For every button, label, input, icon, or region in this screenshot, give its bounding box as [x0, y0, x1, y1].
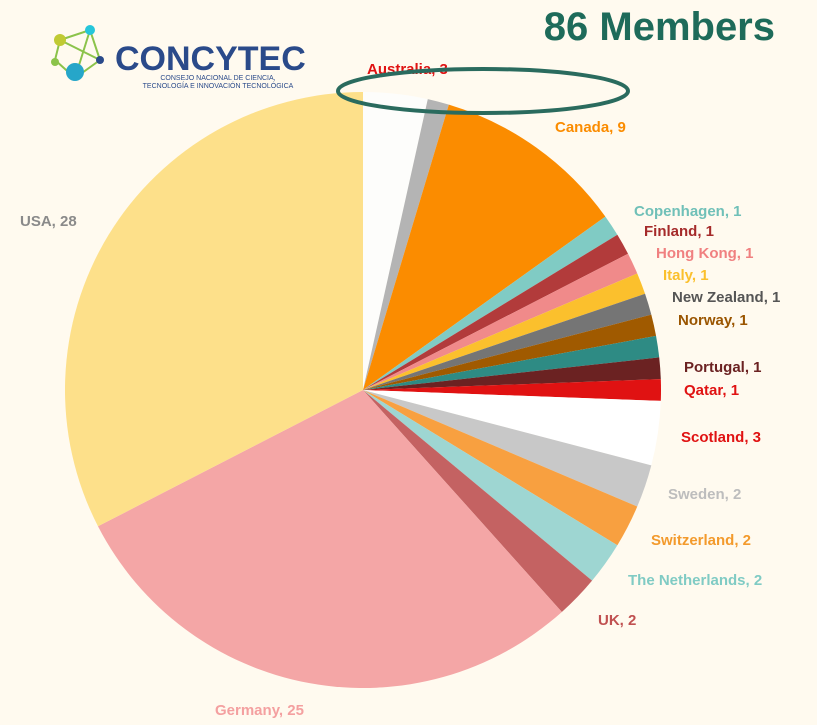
chart-title: 86 Members: [544, 5, 775, 49]
pie-slice: [363, 390, 638, 546]
logo-tagline: TECNOLOGÍA E INNOVACIÓN TECNOLÓGICA: [143, 81, 294, 90]
pie-slice: [363, 390, 618, 581]
data-label: The Netherlands, 2: [628, 572, 762, 589]
data-label: Sweden, 2: [668, 486, 741, 503]
logo: CONCYTEC CONSEJO NACIONAL DE CIENCIA, TE…: [51, 25, 306, 90]
pie-slice: [363, 104, 606, 391]
pie-slice: [363, 379, 661, 401]
data-label: Germany, 25: [215, 702, 304, 719]
pie-slice: [363, 99, 449, 390]
data-label: Scotland, 3: [681, 429, 761, 446]
pie-slice: [363, 293, 652, 390]
pie-slice: [363, 335, 660, 390]
data-label: Italy, 1: [663, 267, 709, 284]
logo-name: CONCYTEC: [115, 40, 306, 78]
pie-slice: [363, 273, 646, 390]
pie-slice: [363, 390, 652, 507]
pie-slice: [363, 216, 618, 390]
logo-tagline: CONSEJO NACIONAL DE CIENCIA,: [160, 75, 275, 82]
data-label: Copenhagen, 1: [634, 203, 742, 220]
data-label: New Zealand, 1: [672, 289, 780, 306]
data-label: Finland, 1: [644, 223, 714, 240]
pie-slice: [363, 314, 657, 390]
pie-slice: [363, 253, 638, 390]
logo-node: [51, 58, 59, 66]
data-label: UK, 2: [598, 612, 636, 629]
data-label: Norway, 1: [678, 312, 748, 329]
logo-node: [85, 25, 95, 35]
data-label: USA, 28: [20, 213, 77, 230]
data-label: Hong Kong, 1: [656, 245, 754, 262]
logo-node: [54, 34, 66, 46]
data-label: Canada, 9: [555, 119, 626, 136]
logo-node: [96, 56, 104, 64]
pie-slice: [363, 92, 428, 390]
data-label: Switzerland, 2: [651, 532, 751, 549]
highlight-ellipse: [336, 67, 630, 115]
data-label: Portugal, 1: [684, 359, 762, 376]
data-label: Qatar, 1: [684, 382, 739, 399]
pie-slice: [363, 390, 661, 466]
pie-slice: [363, 234, 629, 390]
pie-slice: [64, 91, 364, 527]
pie-slice: [363, 357, 661, 390]
pie-slice: [363, 390, 593, 612]
pie-slice: [97, 390, 562, 688]
logo-node: [66, 63, 84, 81]
